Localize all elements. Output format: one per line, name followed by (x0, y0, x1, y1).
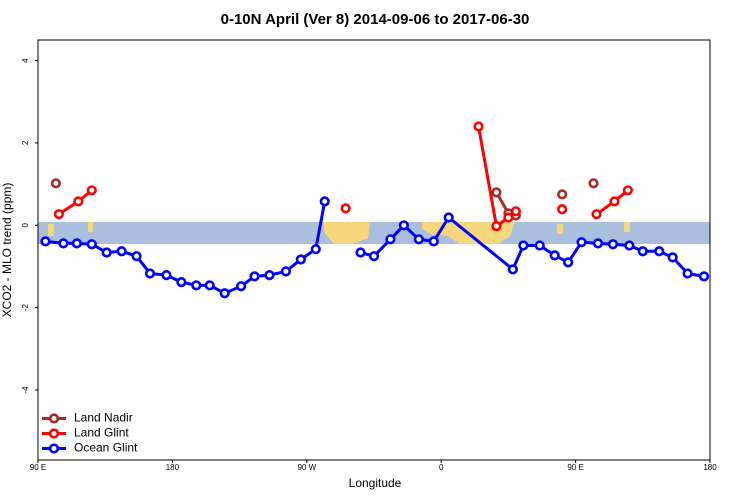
point (101, 247, 112, 258)
point (310, 244, 321, 255)
point (534, 240, 545, 251)
land-patch (324, 222, 370, 244)
point (204, 280, 215, 291)
point (591, 209, 602, 220)
x-tick-label: 90 E (30, 463, 46, 472)
y-tick-label: 2 (21, 140, 30, 145)
legend-swatch-point (48, 413, 60, 424)
map-strip (38, 222, 710, 244)
point (443, 212, 454, 223)
point (280, 266, 291, 277)
point (518, 240, 529, 251)
series (53, 121, 633, 232)
point (319, 196, 330, 207)
point (413, 234, 424, 245)
point (428, 236, 439, 247)
point (131, 251, 142, 262)
legend-label: Ocean Glint (74, 441, 138, 455)
point (219, 288, 230, 299)
point (592, 238, 604, 249)
point (340, 203, 351, 214)
point (622, 185, 633, 196)
point (53, 209, 65, 220)
point (295, 254, 306, 265)
point (116, 246, 127, 257)
point (549, 250, 560, 261)
plot-frame (37, 39, 711, 461)
y-tick-label: -4 (21, 386, 30, 394)
point (654, 246, 665, 257)
point (491, 187, 502, 198)
x-tick-label: 90 E (567, 463, 583, 472)
x-tick-label: 180 (166, 463, 180, 472)
point (667, 252, 678, 263)
x-tick-label: 90 W (297, 463, 316, 472)
point (73, 196, 84, 207)
legend-swatch-point (48, 443, 60, 454)
land-patch (48, 224, 54, 236)
point (176, 277, 187, 288)
point (40, 236, 51, 247)
point (191, 280, 202, 291)
point (607, 239, 619, 250)
point (557, 204, 568, 215)
x-tick-label: 180 (703, 463, 717, 472)
point (86, 239, 97, 250)
point (385, 234, 396, 245)
y-axis-label: XCO2 - MLO trend (ppm) (0, 183, 14, 318)
point (588, 178, 599, 189)
point (510, 206, 521, 217)
land-patch (624, 222, 630, 232)
y-tick-label: 4 (21, 58, 30, 63)
point (264, 270, 275, 281)
legend-label: Land Glint (74, 426, 129, 440)
point (58, 238, 69, 249)
series (40, 196, 710, 299)
point (398, 220, 409, 231)
point (507, 264, 518, 275)
point (637, 246, 648, 257)
point (50, 178, 62, 189)
point (355, 247, 366, 258)
point (235, 281, 247, 292)
point (491, 221, 502, 232)
point (368, 251, 380, 262)
point (71, 238, 82, 249)
point (576, 237, 587, 248)
point (698, 271, 710, 282)
point (473, 121, 484, 132)
point (249, 271, 260, 282)
legend-swatch-point (48, 428, 60, 439)
x-tick-label: 0 (439, 463, 444, 472)
point (144, 268, 156, 279)
land-patch (88, 222, 93, 232)
y-tick-label: -2 (21, 304, 30, 312)
point (503, 212, 514, 223)
point (624, 240, 635, 251)
point (161, 270, 172, 281)
point (86, 185, 97, 196)
point (563, 257, 574, 268)
land-patch (557, 224, 563, 234)
ocean-strip (38, 222, 710, 244)
legend-label: Land Nadir (74, 411, 133, 425)
point (557, 189, 568, 200)
y-tick-label: 0 (21, 223, 30, 228)
x-axis-label: Longitude (349, 476, 402, 490)
point (609, 196, 620, 207)
point (682, 268, 693, 279)
chart-title: 0-10N April (Ver 8) 2014-09-06 to 2017-0… (221, 11, 530, 28)
